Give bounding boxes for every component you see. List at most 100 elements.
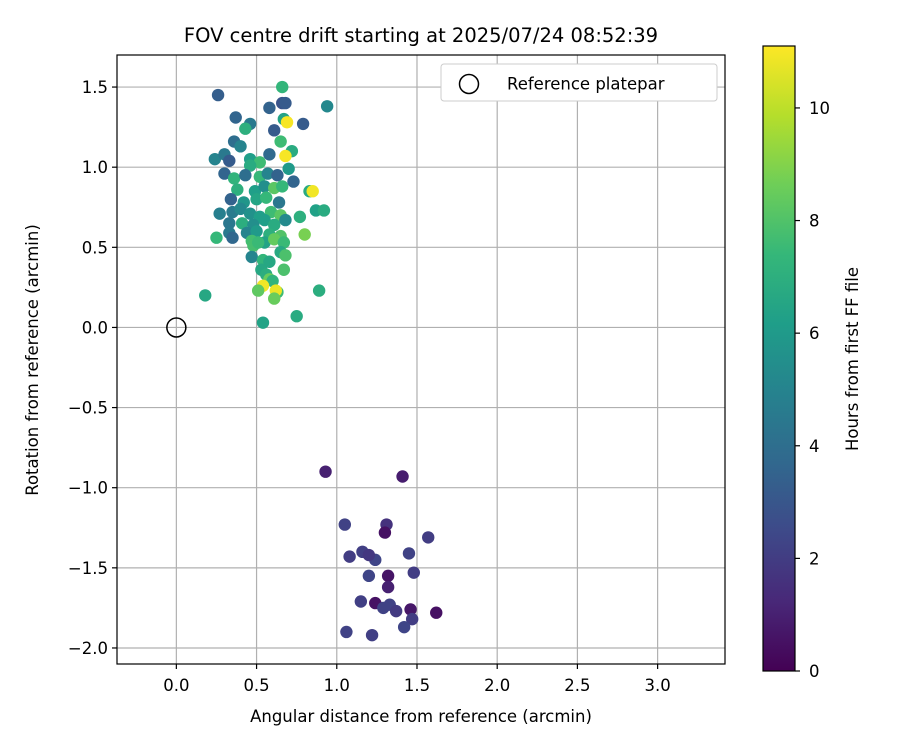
data-point xyxy=(227,172,241,185)
colorbar-tick-label: 6 xyxy=(809,324,820,343)
data-point xyxy=(365,628,379,642)
colorbar-tick-label: 10 xyxy=(809,99,830,118)
data-point xyxy=(362,548,376,562)
y-tick-label: 0.5 xyxy=(82,238,108,257)
data-point xyxy=(250,193,263,206)
data-point xyxy=(268,218,281,232)
y-tick-label: −0.5 xyxy=(68,399,108,418)
data-point xyxy=(279,96,292,110)
data-point xyxy=(338,518,351,531)
data-point xyxy=(407,566,420,579)
data-point xyxy=(293,210,307,224)
data-point xyxy=(381,580,395,594)
data-point xyxy=(245,250,258,264)
data-point xyxy=(279,249,292,262)
data-point xyxy=(211,88,225,102)
data-point xyxy=(287,175,300,188)
colorbar-tick-label: 4 xyxy=(809,437,820,456)
data-point xyxy=(223,217,236,230)
data-point xyxy=(234,140,247,153)
data-point xyxy=(261,167,274,180)
legend-box xyxy=(440,63,718,102)
colorbar-tick-label: 2 xyxy=(809,549,820,568)
data-point xyxy=(243,159,257,172)
data-point xyxy=(404,603,417,616)
data-point xyxy=(280,116,294,129)
data-point xyxy=(256,316,270,329)
data-point xyxy=(263,101,276,115)
y-tick-label: −1.5 xyxy=(68,559,108,578)
data-point xyxy=(354,595,368,608)
data-point xyxy=(405,612,419,626)
data-point xyxy=(263,255,276,268)
legend-marker-icon xyxy=(458,73,480,95)
data-point xyxy=(381,569,395,583)
y-tick-label: 1.0 xyxy=(82,158,108,177)
data-point xyxy=(343,550,356,563)
data-point xyxy=(402,547,416,560)
x-tick-label: 1.0 xyxy=(324,676,350,695)
y-tick-label: 0.0 xyxy=(82,318,108,337)
data-point xyxy=(274,135,287,148)
data-point xyxy=(279,213,292,227)
data-point xyxy=(317,204,331,217)
data-point xyxy=(362,569,376,583)
data-point xyxy=(199,289,212,302)
data-point xyxy=(277,263,291,276)
data-point xyxy=(235,217,249,230)
data-point xyxy=(276,80,289,94)
data-point xyxy=(276,180,289,193)
data-point xyxy=(271,168,284,182)
data-point xyxy=(298,228,311,241)
x-tick-label: 2.5 xyxy=(564,676,590,695)
data-point xyxy=(250,225,263,238)
y-tick-label: 1.5 xyxy=(82,78,108,97)
data-point xyxy=(213,207,226,220)
data-point xyxy=(279,149,292,163)
x-tick-label: 0.5 xyxy=(243,676,269,695)
data-point xyxy=(210,231,223,244)
data-point xyxy=(258,213,271,227)
data-point xyxy=(320,100,334,113)
plot-frame xyxy=(116,54,726,665)
data-point xyxy=(243,207,257,220)
data-point xyxy=(319,465,332,478)
data-point xyxy=(282,162,295,175)
data-point xyxy=(223,154,236,167)
data-point xyxy=(231,183,244,196)
data-point xyxy=(277,236,291,249)
data-point xyxy=(253,156,266,169)
y-axis: 1.5 1.0 0.5 0.0 −0.5 −1.0 −1.5 −2.0 xyxy=(68,78,117,658)
data-point xyxy=(263,148,276,161)
y-tick-label: −2.0 xyxy=(68,639,108,658)
grid xyxy=(117,55,725,664)
data-point xyxy=(234,202,247,216)
data-points xyxy=(199,80,443,642)
x-axis: 0.0 0.5 1.0 1.5 2.0 2.5 3.0 xyxy=(163,664,671,695)
data-point xyxy=(239,122,252,135)
colorbar: 0 2 4 6 8 10 Hours from first FF file xyxy=(762,45,862,681)
x-tick-label: 3.0 xyxy=(644,676,670,695)
data-point xyxy=(378,526,392,539)
data-point xyxy=(258,180,271,193)
colorbar-tick-label: 0 xyxy=(809,662,820,681)
data-point xyxy=(268,233,281,246)
data-point xyxy=(218,167,231,180)
x-tick-label: 1.5 xyxy=(404,676,430,695)
data-point xyxy=(226,231,239,244)
data-point xyxy=(312,284,326,297)
data-point xyxy=(306,185,319,198)
data-point xyxy=(422,531,435,544)
data-point xyxy=(251,284,265,297)
x-tick-label: 0.0 xyxy=(163,676,189,695)
data-point xyxy=(268,292,281,305)
y-axis-label: Rotation from reference (arcmin) xyxy=(23,224,42,496)
x-axis-label: Angular distance from reference (arcmin) xyxy=(250,707,592,726)
reference-platepar-marker xyxy=(166,317,187,338)
data-point xyxy=(229,111,242,124)
legend: Reference platepar xyxy=(440,63,718,102)
legend-entry-reference-platepar: Reference platepar xyxy=(507,75,665,94)
data-point xyxy=(340,625,353,639)
data-point xyxy=(389,604,403,618)
data-point xyxy=(397,620,411,634)
